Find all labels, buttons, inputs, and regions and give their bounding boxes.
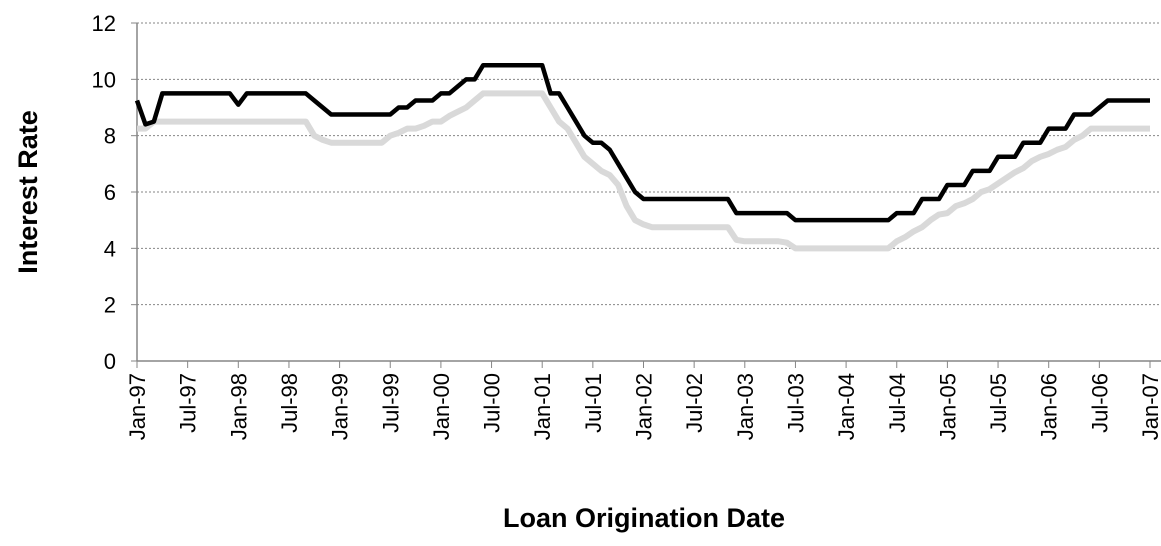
x-tick-label: Jul-99 [378, 373, 403, 433]
x-tick-label: Jan-04 [834, 373, 859, 440]
x-tick-label: Jan-03 [733, 373, 758, 440]
x-tick-label: Jul-97 [176, 373, 201, 433]
x-tick-label: Jul-98 [277, 373, 302, 433]
y-tick-label: 6 [104, 180, 116, 205]
x-axis-title: Loan Origination Date [503, 503, 785, 533]
x-tick-label: Jan-00 [429, 373, 454, 440]
y-tick-label: 4 [104, 236, 116, 261]
x-tick-label: Jan-99 [328, 373, 353, 440]
x-tick-label: Jul-04 [885, 373, 910, 433]
x-tick-label: Jan-05 [935, 373, 960, 440]
series-line [137, 90, 1150, 252]
x-tick-label: Jul-05 [986, 373, 1011, 433]
y-tick-label: 2 [104, 293, 116, 318]
x-tick-label: Jul-06 [1087, 373, 1112, 433]
y-tick-label: 8 [104, 124, 116, 149]
x-tick-label: Jul-02 [682, 373, 707, 433]
x-tick-label: Jan-97 [125, 373, 150, 440]
x-tick-label: Jul-03 [783, 373, 808, 433]
x-tick-label: Jan-07 [1138, 373, 1161, 440]
x-tick-label: Jul-01 [581, 373, 606, 433]
x-tick-label: Jan-01 [530, 373, 555, 440]
y-tick-label: 12 [92, 11, 116, 36]
y-axis-title: Interest Rate [13, 110, 43, 274]
x-tick-label: Jan-02 [632, 373, 657, 440]
x-tick-label: Jan-98 [226, 373, 251, 440]
y-tick-label: 10 [92, 67, 116, 92]
x-tick-label: Jan-06 [1037, 373, 1062, 440]
series-line [134, 63, 1150, 223]
y-tick-label: 0 [104, 349, 116, 374]
x-tick-label: Jul-00 [480, 373, 505, 433]
